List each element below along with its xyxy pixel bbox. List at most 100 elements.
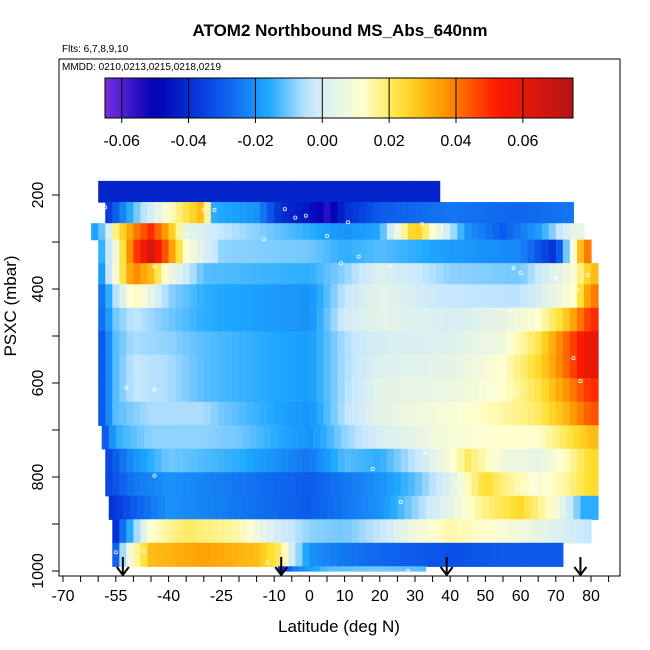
heatmap-cell [379, 472, 388, 497]
flight-arrows [116, 557, 588, 577]
heatmap-cell [407, 448, 416, 473]
heatmap-cell [231, 239, 240, 264]
heatmap-cell [393, 239, 402, 264]
heatmap-cell [231, 519, 240, 544]
heatmap-cell [400, 223, 409, 241]
heatmap-cell [555, 202, 564, 224]
heatmap-cell [520, 307, 529, 332]
heatmap-cell [239, 202, 247, 224]
heatmap-cell [274, 378, 282, 403]
heatmap-cell [302, 448, 310, 473]
heatmap-cell [147, 263, 156, 285]
heatmap-cell [98, 263, 106, 285]
heatmap-cell [267, 239, 275, 264]
heatmap-cell [443, 542, 451, 567]
heatmap-cell [379, 239, 388, 264]
heatmap-cell [302, 378, 310, 403]
colorbar-tick-label: 0.04 [440, 133, 471, 150]
marker-point [553, 275, 558, 280]
heatmap-cell [555, 448, 564, 473]
heatmap-cell [246, 180, 254, 203]
heatmap-cell [119, 239, 127, 264]
heatmap-cell [495, 425, 504, 450]
heatmap-cell [464, 448, 472, 473]
marker-point [113, 550, 118, 555]
heatmap-cell [541, 542, 550, 567]
heatmap-cell [330, 519, 339, 544]
heatmap-cell [189, 472, 198, 497]
heatmap-cell [182, 542, 191, 567]
heatmap-cell [210, 354, 219, 379]
heatmap-cell [429, 354, 437, 379]
heatmap-cell [422, 307, 430, 332]
heatmap-cell [358, 284, 367, 309]
heatmap-cell [344, 284, 353, 309]
flight-arrow [274, 557, 289, 577]
heatmap-cell [330, 239, 339, 264]
heatmap-cell [172, 495, 180, 520]
heatmap-cell [576, 448, 585, 473]
heatmap-cell [569, 284, 578, 309]
heatmap-cell [513, 542, 522, 567]
heatmap-cell [506, 307, 515, 332]
heatmap-cell [436, 519, 444, 544]
heatmap-cell [499, 472, 508, 497]
heatmap-cell [239, 239, 247, 264]
heatmap-cell [105, 354, 113, 379]
heatmap-cell [112, 223, 120, 241]
heatmap-cell [569, 472, 578, 497]
heatmap-cell [267, 401, 275, 426]
heatmap-cell [224, 284, 233, 309]
heatmap-cell [175, 307, 184, 332]
heatmap-cell [499, 223, 508, 241]
heatmap-cell [330, 472, 339, 497]
heatmap-cell [224, 354, 233, 379]
heatmap-cell [457, 472, 465, 497]
colorbar-tick-label: -0.04 [170, 133, 207, 150]
heatmap-cell [253, 223, 261, 241]
heatmap-cell [513, 307, 522, 332]
heatmap-cell [453, 425, 462, 450]
heatmap-cell [583, 519, 592, 544]
heatmap-cell [309, 180, 318, 203]
heatmap-cell [253, 519, 261, 544]
marker-point [324, 233, 329, 238]
heatmap-cell [161, 331, 170, 356]
heatmap-cell [274, 180, 282, 203]
heatmap-cell [274, 307, 282, 332]
heatmap-cell [393, 263, 402, 285]
heatmap-cell [573, 425, 582, 450]
heatmap-cell [485, 284, 494, 309]
colorbar: -0.06 -0.04 -0.02 0.00 0.02 0.04 0.06 [103, 77, 574, 150]
heatmap-cell [393, 180, 402, 203]
heatmap-cell [443, 239, 451, 264]
heatmap-cell [506, 239, 515, 264]
colorbar-tick-label: 0.06 [507, 133, 538, 150]
heatmap-cell [541, 202, 550, 224]
heatmap-cell [450, 223, 458, 241]
marker-point [261, 237, 266, 242]
heatmap-cell [422, 378, 430, 403]
heatmap-cell [379, 448, 388, 473]
heatmap-cell [548, 223, 557, 241]
heatmap-cell [351, 519, 360, 544]
heatmap-cell [295, 223, 303, 241]
heatmap-cell [267, 448, 275, 473]
heatmap-cell [407, 202, 416, 224]
heatmap-cell [133, 263, 142, 285]
heatmap-cell [189, 284, 198, 309]
heatmap-cell [203, 263, 212, 285]
heatmap-cell [429, 519, 437, 544]
heatmap-cell [140, 378, 149, 403]
heatmap-cell [499, 354, 508, 379]
heatmap-cell [344, 331, 353, 356]
heatmap-cell [119, 284, 127, 309]
dates-label: MMDD: 0210,0213,0215,0218,0219 [62, 62, 221, 73]
marker-point [212, 207, 217, 212]
heatmap-cell [210, 239, 219, 264]
heatmap-cell [386, 202, 395, 224]
heatmap-cell [147, 472, 156, 497]
heatmap-cell [569, 401, 578, 426]
heatmap-cell [379, 307, 388, 332]
heatmap-cell [288, 472, 296, 497]
